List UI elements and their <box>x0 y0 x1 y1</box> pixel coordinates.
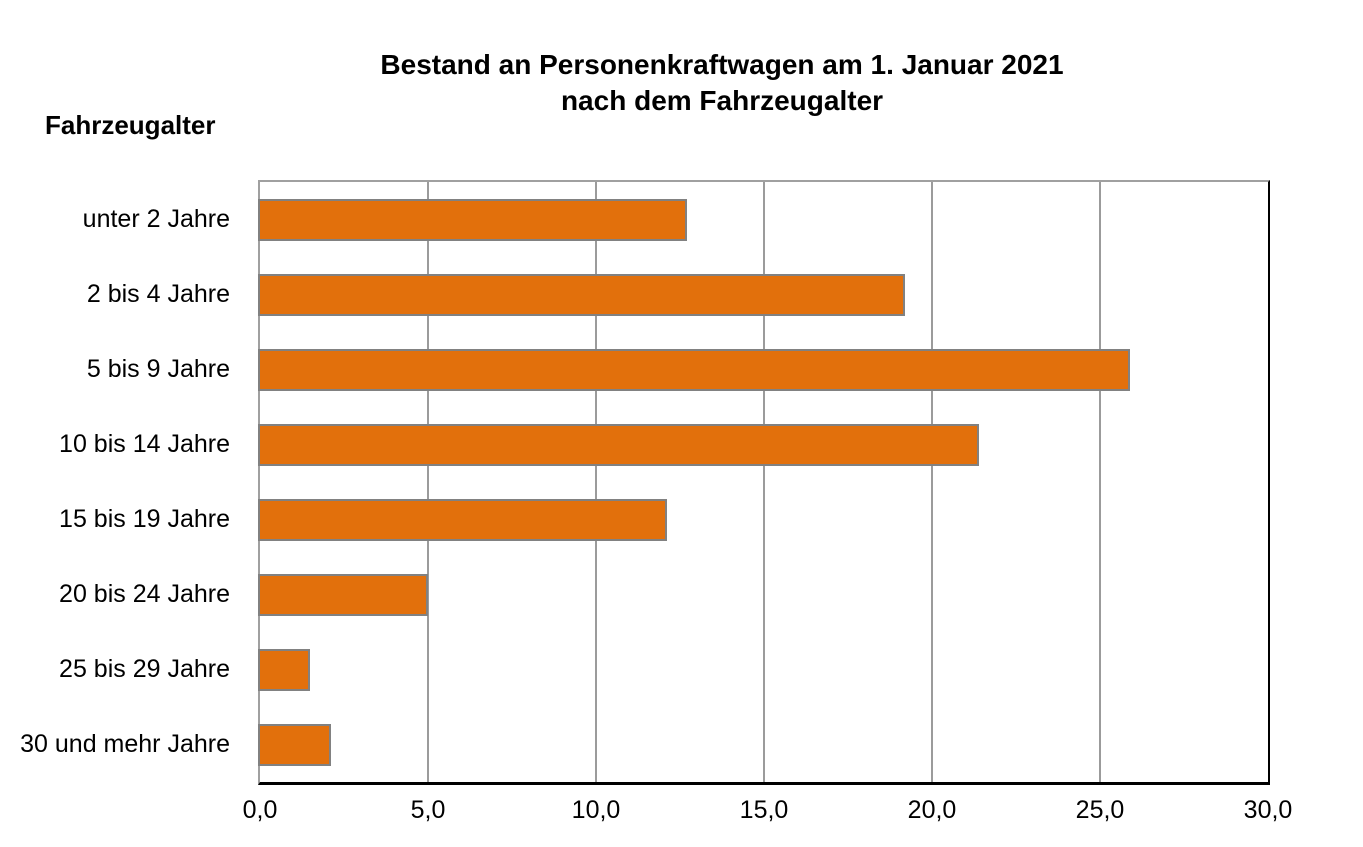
category-label: 30 und mehr Jahre <box>20 730 230 758</box>
gridline-20 <box>931 182 933 782</box>
bar-unter-2-jahre <box>258 198 687 241</box>
bar-10-bis-14-jahre <box>258 423 980 466</box>
bar-row <box>258 557 1268 632</box>
bar-row <box>258 257 1268 332</box>
x-tick-label-0: 0,0 <box>242 796 278 824</box>
category-label: 20 bis 24 Jahre <box>59 580 230 608</box>
category-label: 15 bis 19 Jahre <box>59 505 230 533</box>
bar-20-bis-24-jahre <box>258 573 428 616</box>
bar-15-bis-19-jahre <box>258 498 667 541</box>
bar-30-und-mehr-jahre <box>258 723 331 766</box>
bar-row <box>258 182 1268 257</box>
x-tick-label-10: 10,0 <box>571 796 621 824</box>
bar-row <box>258 407 1268 482</box>
x-tick-label-20: 20,0 <box>907 796 957 824</box>
chart-title: Bestand an Personenkraftwagen am 1. Janu… <box>100 47 1344 119</box>
x-tick-label-30: 30,0 <box>1243 796 1293 824</box>
category-label: 25 bis 29 Jahre <box>59 655 230 683</box>
bar-row <box>258 482 1268 557</box>
chart-title-line1: Bestand an Personenkraftwagen am 1. Janu… <box>380 49 1064 80</box>
chart-title-line2: nach dem Fahrzeugalter <box>560 85 884 116</box>
category-axis-labels: unter 2 Jahre 2 bis 4 Jahre 5 bis 9 Jahre 1… <box>0 182 244 782</box>
bar-2-bis-4-jahre <box>258 273 906 316</box>
category-label: 5 bis 9 Jahre <box>86 355 230 383</box>
bar-row <box>258 707 1268 782</box>
bar-5-bis-9-jahre <box>258 348 1131 391</box>
bar-row <box>258 332 1268 407</box>
gridline-25 <box>1099 182 1101 782</box>
bar-row <box>258 632 1268 707</box>
x-tick-label-15: 15,0 <box>739 796 789 824</box>
bar-25-bis-29-jahre <box>258 648 311 691</box>
category-label: 2 bis 4 Jahre <box>86 280 230 308</box>
category-label: 10 bis 14 Jahre <box>59 430 230 458</box>
x-tick-label-25: 25,0 <box>1075 796 1125 824</box>
x-tick-label-5: 5,0 <box>410 796 446 824</box>
gridline-5 <box>427 182 429 782</box>
y-axis-title: Fahrzeugalter <box>45 110 216 140</box>
category-label: unter 2 Jahre <box>82 205 230 233</box>
gridline-15 <box>763 182 765 782</box>
x-axis-tick-labels: 0,0 5,0 10,0 15,0 20,0 25,0 30,0 <box>243 796 1293 828</box>
plot-area <box>258 180 1270 785</box>
gridline-10 <box>595 182 597 782</box>
